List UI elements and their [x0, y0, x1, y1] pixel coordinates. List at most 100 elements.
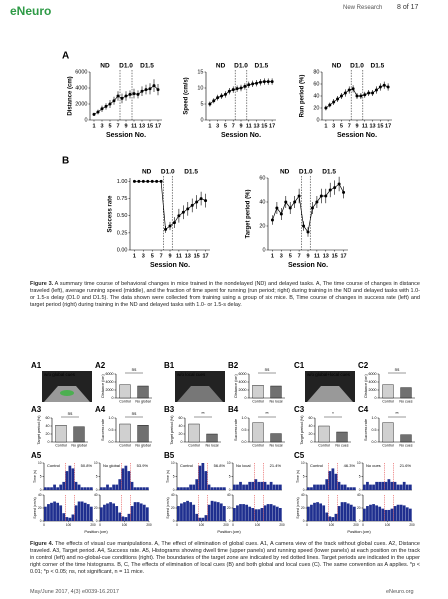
- significance-label: ns: [265, 367, 271, 372]
- x-tick-label: 13: [323, 253, 329, 259]
- x-tick-label: 0: [362, 523, 364, 527]
- phase-label: ND: [100, 63, 110, 70]
- y-tick-label: 6000: [106, 372, 114, 376]
- histogram-bar: [103, 504, 106, 521]
- histogram-bar: [405, 507, 409, 521]
- histogram-bar: [390, 481, 394, 490]
- y-tick-label: 10: [38, 461, 42, 465]
- histogram-bar: [180, 503, 183, 521]
- y-tick-label: 1.0: [242, 416, 247, 420]
- y-tick-label: 0: [96, 519, 98, 523]
- histogram-bar: [56, 502, 60, 521]
- histogram-bar: [62, 513, 66, 521]
- data-point: [374, 88, 378, 92]
- phase-label: D1.5: [184, 169, 198, 176]
- phase-label: D1.0: [161, 169, 175, 176]
- y-axis-label: Time (s): [296, 470, 300, 483]
- histogram-bar: [124, 517, 128, 521]
- panel-label: B: [62, 156, 69, 167]
- panel-label: C3: [294, 405, 305, 414]
- histogram-bar: [74, 481, 78, 490]
- x-tick-label: Control: [382, 399, 394, 403]
- data-point: [204, 199, 208, 203]
- y-tick-label: 6000: [75, 69, 87, 75]
- bar: [336, 431, 348, 443]
- data-point: [212, 99, 216, 103]
- y-tick-label: 0: [48, 440, 50, 444]
- histogram-bar: [74, 505, 78, 521]
- data-point: [136, 92, 140, 96]
- histogram-bar: [384, 481, 388, 490]
- histogram-bar: [233, 484, 236, 490]
- condition-label: No cues: [366, 463, 381, 468]
- histogram-bar: [65, 471, 69, 490]
- phase-label: D1.0: [350, 63, 364, 70]
- histogram-bar: [242, 484, 245, 490]
- y-tick-label: 5: [173, 474, 175, 478]
- histogram-bar: [198, 517, 202, 521]
- histogram-bar: [133, 502, 137, 521]
- target-period-label: 50.8%: [81, 463, 93, 468]
- histogram-bar: [366, 481, 369, 490]
- y-axis-label: Target period (%): [37, 415, 41, 445]
- y-axis-label: Target period (%): [170, 415, 174, 445]
- x-tick-label: No global: [135, 443, 150, 447]
- histogram-bar: [251, 481, 255, 490]
- x-tick-label: 11: [362, 123, 368, 129]
- data-point: [132, 179, 136, 183]
- data-point: [262, 80, 266, 84]
- data-point: [251, 82, 255, 86]
- x-tick-label: 0: [43, 523, 45, 527]
- x-tick-label: 9: [355, 123, 358, 129]
- data-point: [195, 200, 199, 204]
- histogram-bar: [340, 502, 344, 521]
- histogram-bar: [195, 513, 199, 521]
- histogram-bar: [183, 487, 186, 490]
- histogram-bar: [118, 479, 122, 490]
- histogram-bar: [80, 487, 84, 490]
- histogram-bar: [216, 487, 220, 490]
- data-point: [190, 203, 194, 207]
- x-tick-label: 11: [246, 123, 252, 129]
- histogram-bar: [118, 512, 122, 521]
- y-tick-label: 4000: [106, 380, 114, 384]
- histogram-bar: [177, 506, 180, 521]
- histogram-bar: [251, 508, 255, 521]
- histogram-bar: [278, 484, 282, 490]
- histogram-bar: [100, 487, 103, 490]
- histogram-bar: [384, 509, 388, 521]
- data-point: [128, 92, 132, 96]
- x-tick-label: No local: [270, 399, 283, 403]
- histogram-bar: [263, 505, 267, 521]
- x-tick-label: 7: [116, 123, 119, 129]
- footer-site: eNeuro.org: [386, 589, 414, 595]
- data-point: [156, 88, 160, 92]
- significance-label: **: [265, 411, 269, 416]
- data-point: [186, 207, 190, 211]
- x-tick-label: 100: [329, 523, 335, 527]
- histogram-bar: [352, 487, 356, 490]
- logo: eNeuro: [10, 4, 52, 18]
- x-tick-label: No cues: [399, 443, 412, 447]
- y-tick-label: 15: [197, 69, 203, 75]
- y-tick-label: 40: [301, 493, 305, 497]
- histogram-bar: [127, 513, 131, 521]
- histogram-bar: [372, 484, 375, 490]
- histogram-bar: [313, 484, 316, 490]
- histogram-bar: [83, 487, 87, 490]
- data-point: [208, 102, 212, 106]
- histogram-bar: [316, 484, 319, 490]
- x-tick-label: 15: [332, 253, 338, 259]
- x-tick-label: 13: [139, 123, 145, 129]
- y-tick-label: 40: [259, 199, 265, 205]
- target-period-label: 21.4%: [270, 463, 282, 468]
- histogram-bar: [322, 505, 326, 521]
- panel-label: A3: [31, 405, 42, 414]
- y-tick-label: 20: [171, 506, 175, 510]
- histogram-bar: [219, 487, 223, 490]
- histogram-bar: [331, 517, 335, 521]
- histogram-bar: [278, 508, 282, 521]
- bar: [400, 387, 412, 399]
- x-tick-label: 9: [306, 253, 309, 259]
- histogram-bar: [219, 503, 223, 521]
